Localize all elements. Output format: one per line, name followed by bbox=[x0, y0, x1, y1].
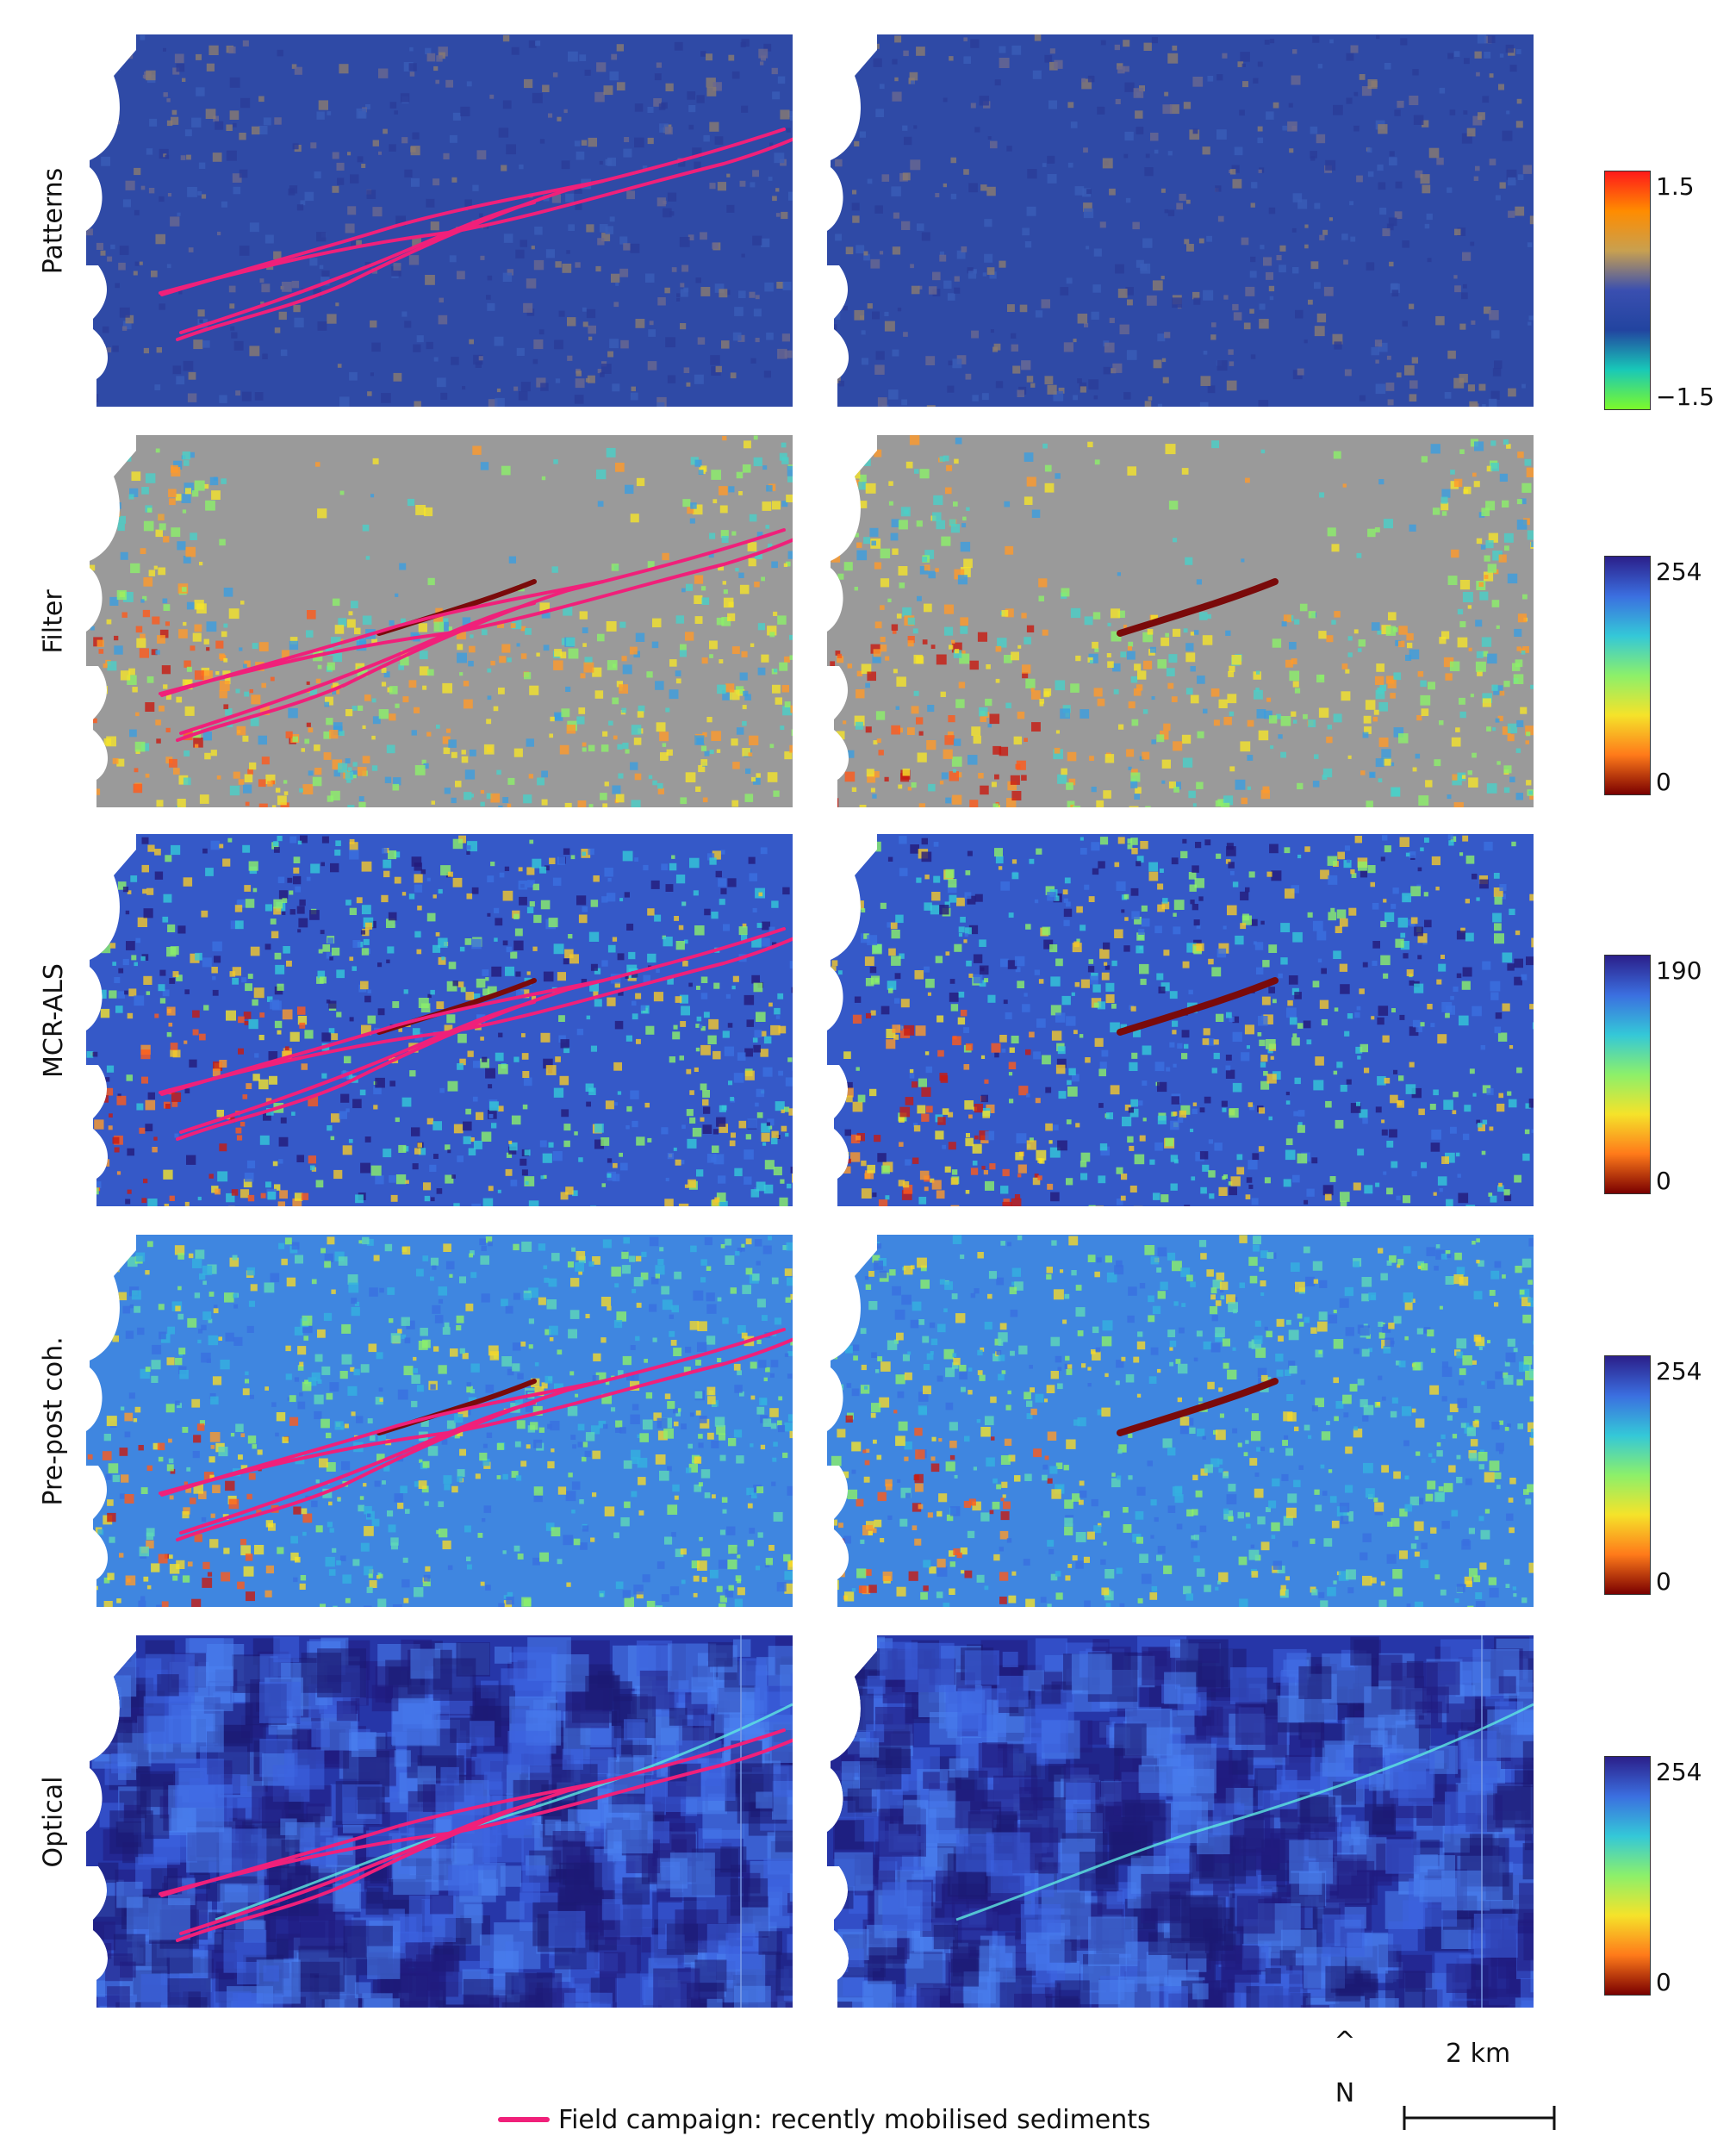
field-campaign-trace bbox=[179, 1000, 536, 1134]
map-raster bbox=[86, 435, 793, 807]
row-label-text: Patterns bbox=[38, 167, 69, 274]
field-campaign-trace bbox=[160, 1379, 605, 1497]
field-campaign-trace bbox=[179, 1401, 536, 1535]
scale-bar bbox=[1403, 2106, 1556, 2130]
map-panel-left bbox=[86, 834, 793, 1206]
legend-swatch bbox=[498, 2117, 550, 2122]
map-panel-right bbox=[827, 1235, 1534, 1607]
north-arrow-icon: ^ bbox=[1334, 2027, 1356, 2057]
colorbar-max-label: 254 bbox=[1656, 1758, 1702, 1786]
row-label: Patterns bbox=[19, 40, 88, 402]
map-raster bbox=[86, 1635, 793, 2008]
row-label-text: Pre-post coh. bbox=[38, 1336, 69, 1506]
north-label: N bbox=[1335, 2078, 1355, 2108]
row-label-text: Optical bbox=[38, 1776, 69, 1867]
legend-label: Field campaign: recently mobilised sedim… bbox=[558, 2104, 1151, 2135]
colorbar bbox=[1604, 955, 1651, 1194]
colorbar-max-label: 254 bbox=[1656, 1357, 1702, 1385]
row-label-text: MCR-ALS bbox=[38, 962, 69, 1078]
colorbar bbox=[1604, 1756, 1651, 1996]
map-panel-right bbox=[827, 834, 1534, 1206]
field-campaign-trace bbox=[160, 580, 605, 697]
scale-label: 2 km bbox=[1446, 2039, 1511, 2069]
row-label: Filter bbox=[19, 440, 88, 802]
field-campaign-trace bbox=[179, 201, 536, 334]
field-campaign-trace bbox=[159, 137, 793, 295]
legend: Field campaign: recently mobilised sedim… bbox=[498, 2102, 1151, 2137]
colorbar-min-label: 0 bbox=[1656, 768, 1671, 796]
colorbar-min-label: 0 bbox=[1656, 1567, 1671, 1596]
field-campaign-trace bbox=[179, 1802, 536, 1935]
field-campaign-trace bbox=[176, 927, 786, 1141]
map-panel-left bbox=[86, 1235, 793, 1607]
colorbar-max-label: 1.5 bbox=[1656, 172, 1695, 201]
map-panel-right bbox=[827, 1635, 1534, 2008]
row-label: MCR-ALS bbox=[19, 839, 88, 1201]
map-raster bbox=[827, 834, 1534, 1206]
colorbar bbox=[1604, 171, 1651, 410]
row-label: Optical bbox=[19, 1641, 88, 2002]
map-raster bbox=[827, 1235, 1534, 1607]
map-panel-left bbox=[86, 1635, 793, 2008]
map-panel-left bbox=[86, 34, 793, 407]
field-campaign-trace bbox=[159, 538, 793, 695]
colorbar bbox=[1604, 1355, 1651, 1595]
field-campaign-trace bbox=[176, 128, 786, 341]
colorbar-min-label: −1.5 bbox=[1656, 383, 1714, 411]
colorbar bbox=[1604, 556, 1651, 795]
map-panel-left bbox=[86, 435, 793, 807]
field-campaign-trace bbox=[176, 528, 786, 742]
field-campaign-trace bbox=[160, 1780, 605, 1897]
map-raster bbox=[827, 435, 1534, 807]
colorbar-min-label: 0 bbox=[1656, 1968, 1671, 1996]
map-panel-right bbox=[827, 435, 1534, 807]
map-raster bbox=[86, 1235, 793, 1607]
map-raster bbox=[827, 1635, 1534, 2008]
field-campaign-trace bbox=[176, 1728, 786, 1942]
field-campaign-trace bbox=[160, 979, 605, 1096]
field-campaign-trace bbox=[159, 1337, 793, 1495]
field-campaign-trace bbox=[179, 601, 536, 735]
colorbar-max-label: 190 bbox=[1656, 956, 1702, 985]
field-campaign-trace bbox=[159, 937, 793, 1094]
row-label-text: Filter bbox=[38, 588, 69, 654]
row-label: Pre-post coh. bbox=[19, 1240, 88, 1602]
colorbar-min-label: 0 bbox=[1656, 1167, 1671, 1195]
map-raster bbox=[827, 34, 1534, 407]
map-panel-right bbox=[827, 34, 1534, 407]
field-campaign-trace bbox=[176, 1328, 786, 1541]
field-campaign-trace bbox=[160, 179, 605, 296]
field-campaign-trace bbox=[159, 1738, 793, 1896]
map-raster bbox=[86, 34, 793, 407]
map-raster bbox=[86, 834, 793, 1206]
colorbar-max-label: 254 bbox=[1656, 557, 1702, 586]
